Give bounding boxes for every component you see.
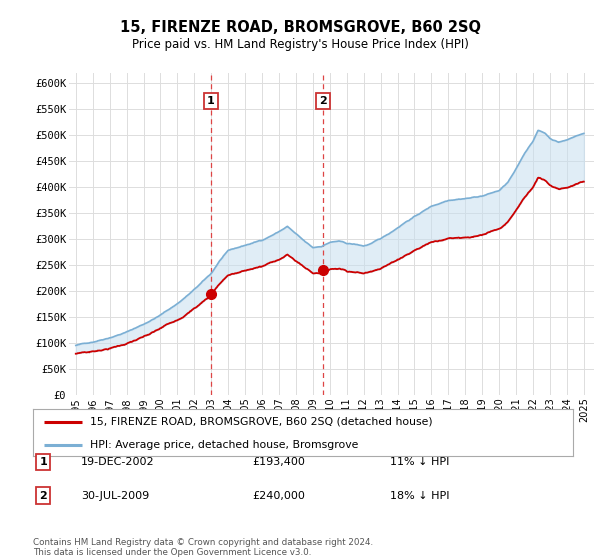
Text: 1: 1 bbox=[40, 457, 47, 467]
Text: 15, FIRENZE ROAD, BROMSGROVE, B60 2SQ: 15, FIRENZE ROAD, BROMSGROVE, B60 2SQ bbox=[119, 20, 481, 35]
Text: 15, FIRENZE ROAD, BROMSGROVE, B60 2SQ (detached house): 15, FIRENZE ROAD, BROMSGROVE, B60 2SQ (d… bbox=[90, 417, 433, 427]
Text: 2: 2 bbox=[319, 96, 326, 106]
Text: Price paid vs. HM Land Registry's House Price Index (HPI): Price paid vs. HM Land Registry's House … bbox=[131, 38, 469, 50]
Text: 18% ↓ HPI: 18% ↓ HPI bbox=[390, 491, 449, 501]
Text: 2: 2 bbox=[40, 491, 47, 501]
Text: £193,400: £193,400 bbox=[252, 457, 305, 467]
Text: 19-DEC-2002: 19-DEC-2002 bbox=[81, 457, 155, 467]
Text: 1: 1 bbox=[207, 96, 215, 106]
Text: Contains HM Land Registry data © Crown copyright and database right 2024.
This d: Contains HM Land Registry data © Crown c… bbox=[33, 538, 373, 557]
Text: £240,000: £240,000 bbox=[252, 491, 305, 501]
Text: HPI: Average price, detached house, Bromsgrove: HPI: Average price, detached house, Brom… bbox=[90, 440, 358, 450]
Text: 11% ↓ HPI: 11% ↓ HPI bbox=[390, 457, 449, 467]
Text: 30-JUL-2009: 30-JUL-2009 bbox=[81, 491, 149, 501]
